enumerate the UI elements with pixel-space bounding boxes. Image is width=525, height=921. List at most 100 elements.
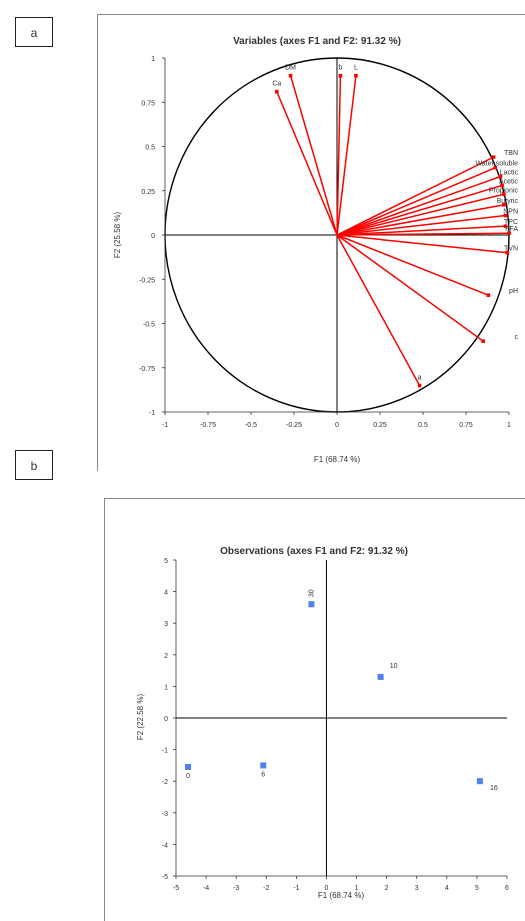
x-tick-label: -3 bbox=[233, 885, 239, 892]
y-tick-label: -0.5 bbox=[143, 322, 155, 329]
loading-point bbox=[275, 89, 279, 94]
loading-point bbox=[338, 73, 343, 78]
loading-label: c bbox=[515, 334, 519, 341]
loading-vector bbox=[336, 232, 510, 236]
loading-point bbox=[417, 383, 422, 388]
x-tick-label: 1 bbox=[355, 885, 359, 892]
loading-label: pH bbox=[509, 288, 518, 295]
loading-label: NPN bbox=[503, 209, 518, 216]
loading-point bbox=[491, 155, 496, 159]
x-tick-label: 5 bbox=[475, 885, 479, 892]
x-tick-label: 2 bbox=[385, 885, 389, 892]
loading-vector bbox=[336, 234, 421, 386]
loading-label: TVN bbox=[504, 246, 518, 253]
y-tick-label: -1 bbox=[149, 410, 155, 417]
x-axis-label: F1 (68.74 %) bbox=[318, 891, 365, 900]
chart-frame-variables bbox=[97, 14, 525, 471]
loading-point bbox=[507, 231, 511, 236]
loading-point bbox=[498, 174, 503, 179]
loading-point bbox=[354, 73, 358, 78]
observation-point bbox=[476, 778, 483, 785]
y-tick-label: -3 bbox=[162, 811, 168, 818]
x-tick-label: 0 bbox=[325, 885, 329, 892]
y-tick-label: -2 bbox=[162, 779, 168, 786]
loading-label: b bbox=[338, 65, 342, 72]
panel-label-b: b bbox=[15, 450, 53, 480]
y-tick-label: -4 bbox=[162, 842, 168, 849]
observation-label: 10 bbox=[390, 663, 398, 670]
y-tick-label: 2 bbox=[164, 653, 168, 660]
loading-vector bbox=[336, 175, 501, 236]
loading-label: Ca bbox=[272, 81, 281, 88]
loading-label: TBN bbox=[504, 150, 518, 157]
observation-label: 30 bbox=[308, 589, 315, 597]
loading-label: FFA bbox=[505, 226, 518, 233]
chart-title: Variables (axes F1 and F2: 91.32 %) bbox=[233, 36, 401, 47]
observation-label: 16 bbox=[490, 785, 498, 792]
x-tick-label: -0.25 bbox=[286, 422, 302, 429]
loading-vector bbox=[336, 234, 484, 342]
x-tick-label: -0.5 bbox=[245, 422, 257, 429]
loading-vector bbox=[336, 204, 504, 236]
y-tick-label: -0.75 bbox=[139, 366, 155, 373]
loading-point bbox=[288, 73, 293, 78]
observation-point bbox=[185, 763, 192, 770]
loading-point bbox=[486, 293, 491, 297]
y-tick-label: 0.25 bbox=[141, 189, 155, 196]
chart-frame-observations bbox=[104, 498, 525, 921]
loading-point bbox=[503, 213, 508, 218]
loading-point bbox=[481, 339, 485, 343]
loading-vector bbox=[336, 167, 496, 236]
loading-label: L bbox=[354, 65, 358, 72]
y-tick-label: 5 bbox=[164, 558, 168, 565]
panel-label-a: a bbox=[15, 17, 53, 47]
loading-label: Water soluble bbox=[475, 161, 518, 168]
y-tick-label: -0.25 bbox=[139, 277, 155, 284]
x-tick-label: 0.25 bbox=[373, 422, 387, 429]
x-tick-label: 4 bbox=[445, 885, 449, 892]
loading-vector bbox=[336, 225, 506, 236]
x-tick-label: -5 bbox=[173, 885, 179, 892]
observation-point bbox=[260, 762, 267, 769]
loading-point bbox=[500, 183, 504, 188]
y-tick-label: 4 bbox=[164, 590, 168, 597]
x-tick-label: 0.75 bbox=[459, 422, 473, 429]
y-tick-label: 1 bbox=[151, 56, 155, 63]
x-tick-label: -4 bbox=[203, 885, 209, 892]
x-tick-label: 0.5 bbox=[418, 422, 428, 429]
loading-vector bbox=[336, 156, 494, 236]
loading-label: a bbox=[418, 374, 422, 381]
x-tick-label: 6 bbox=[505, 885, 509, 892]
loading-label: TPC bbox=[504, 219, 518, 226]
loading-vector bbox=[336, 75, 342, 236]
x-tick-label: 0 bbox=[335, 422, 339, 429]
y-tick-label: 3 bbox=[164, 621, 168, 628]
chart-title: Observations (axes F1 and F2: 91.32 %) bbox=[220, 546, 408, 557]
y-tick-label: 0 bbox=[151, 233, 155, 240]
observation-point bbox=[377, 673, 384, 680]
observations-chart: Observations (axes F1 and F2: 91.32 %) F… bbox=[136, 546, 509, 900]
y-tick-label: 0 bbox=[164, 716, 168, 723]
loading-label: Acetic bbox=[499, 178, 519, 185]
x-tick-label: 1 bbox=[507, 422, 511, 429]
loading-point bbox=[493, 165, 498, 170]
x-tick-label: -2 bbox=[263, 885, 269, 892]
x-tick-label: -0.75 bbox=[200, 422, 216, 429]
y-tick-label: 1 bbox=[164, 684, 168, 691]
x-tick-label: 3 bbox=[415, 885, 419, 892]
y-tick-label: -5 bbox=[162, 874, 168, 881]
observation-label: 6 bbox=[261, 771, 265, 778]
y-axis-label: F2 (25.58 %) bbox=[113, 212, 122, 259]
loading-vector bbox=[336, 214, 506, 236]
x-tick-label: -1 bbox=[162, 422, 168, 429]
y-axis-label: F2 (22.58 %) bbox=[136, 694, 145, 741]
loading-vector bbox=[289, 75, 338, 236]
loading-vector bbox=[336, 234, 508, 254]
observation-label: 0 bbox=[186, 773, 190, 780]
loading-vector bbox=[336, 184, 503, 236]
observation-point bbox=[308, 601, 315, 608]
loading-label: Butyric bbox=[497, 198, 519, 205]
loading-vector bbox=[336, 75, 357, 236]
loading-point bbox=[503, 224, 508, 228]
y-tick-label: 0.5 bbox=[145, 145, 155, 152]
